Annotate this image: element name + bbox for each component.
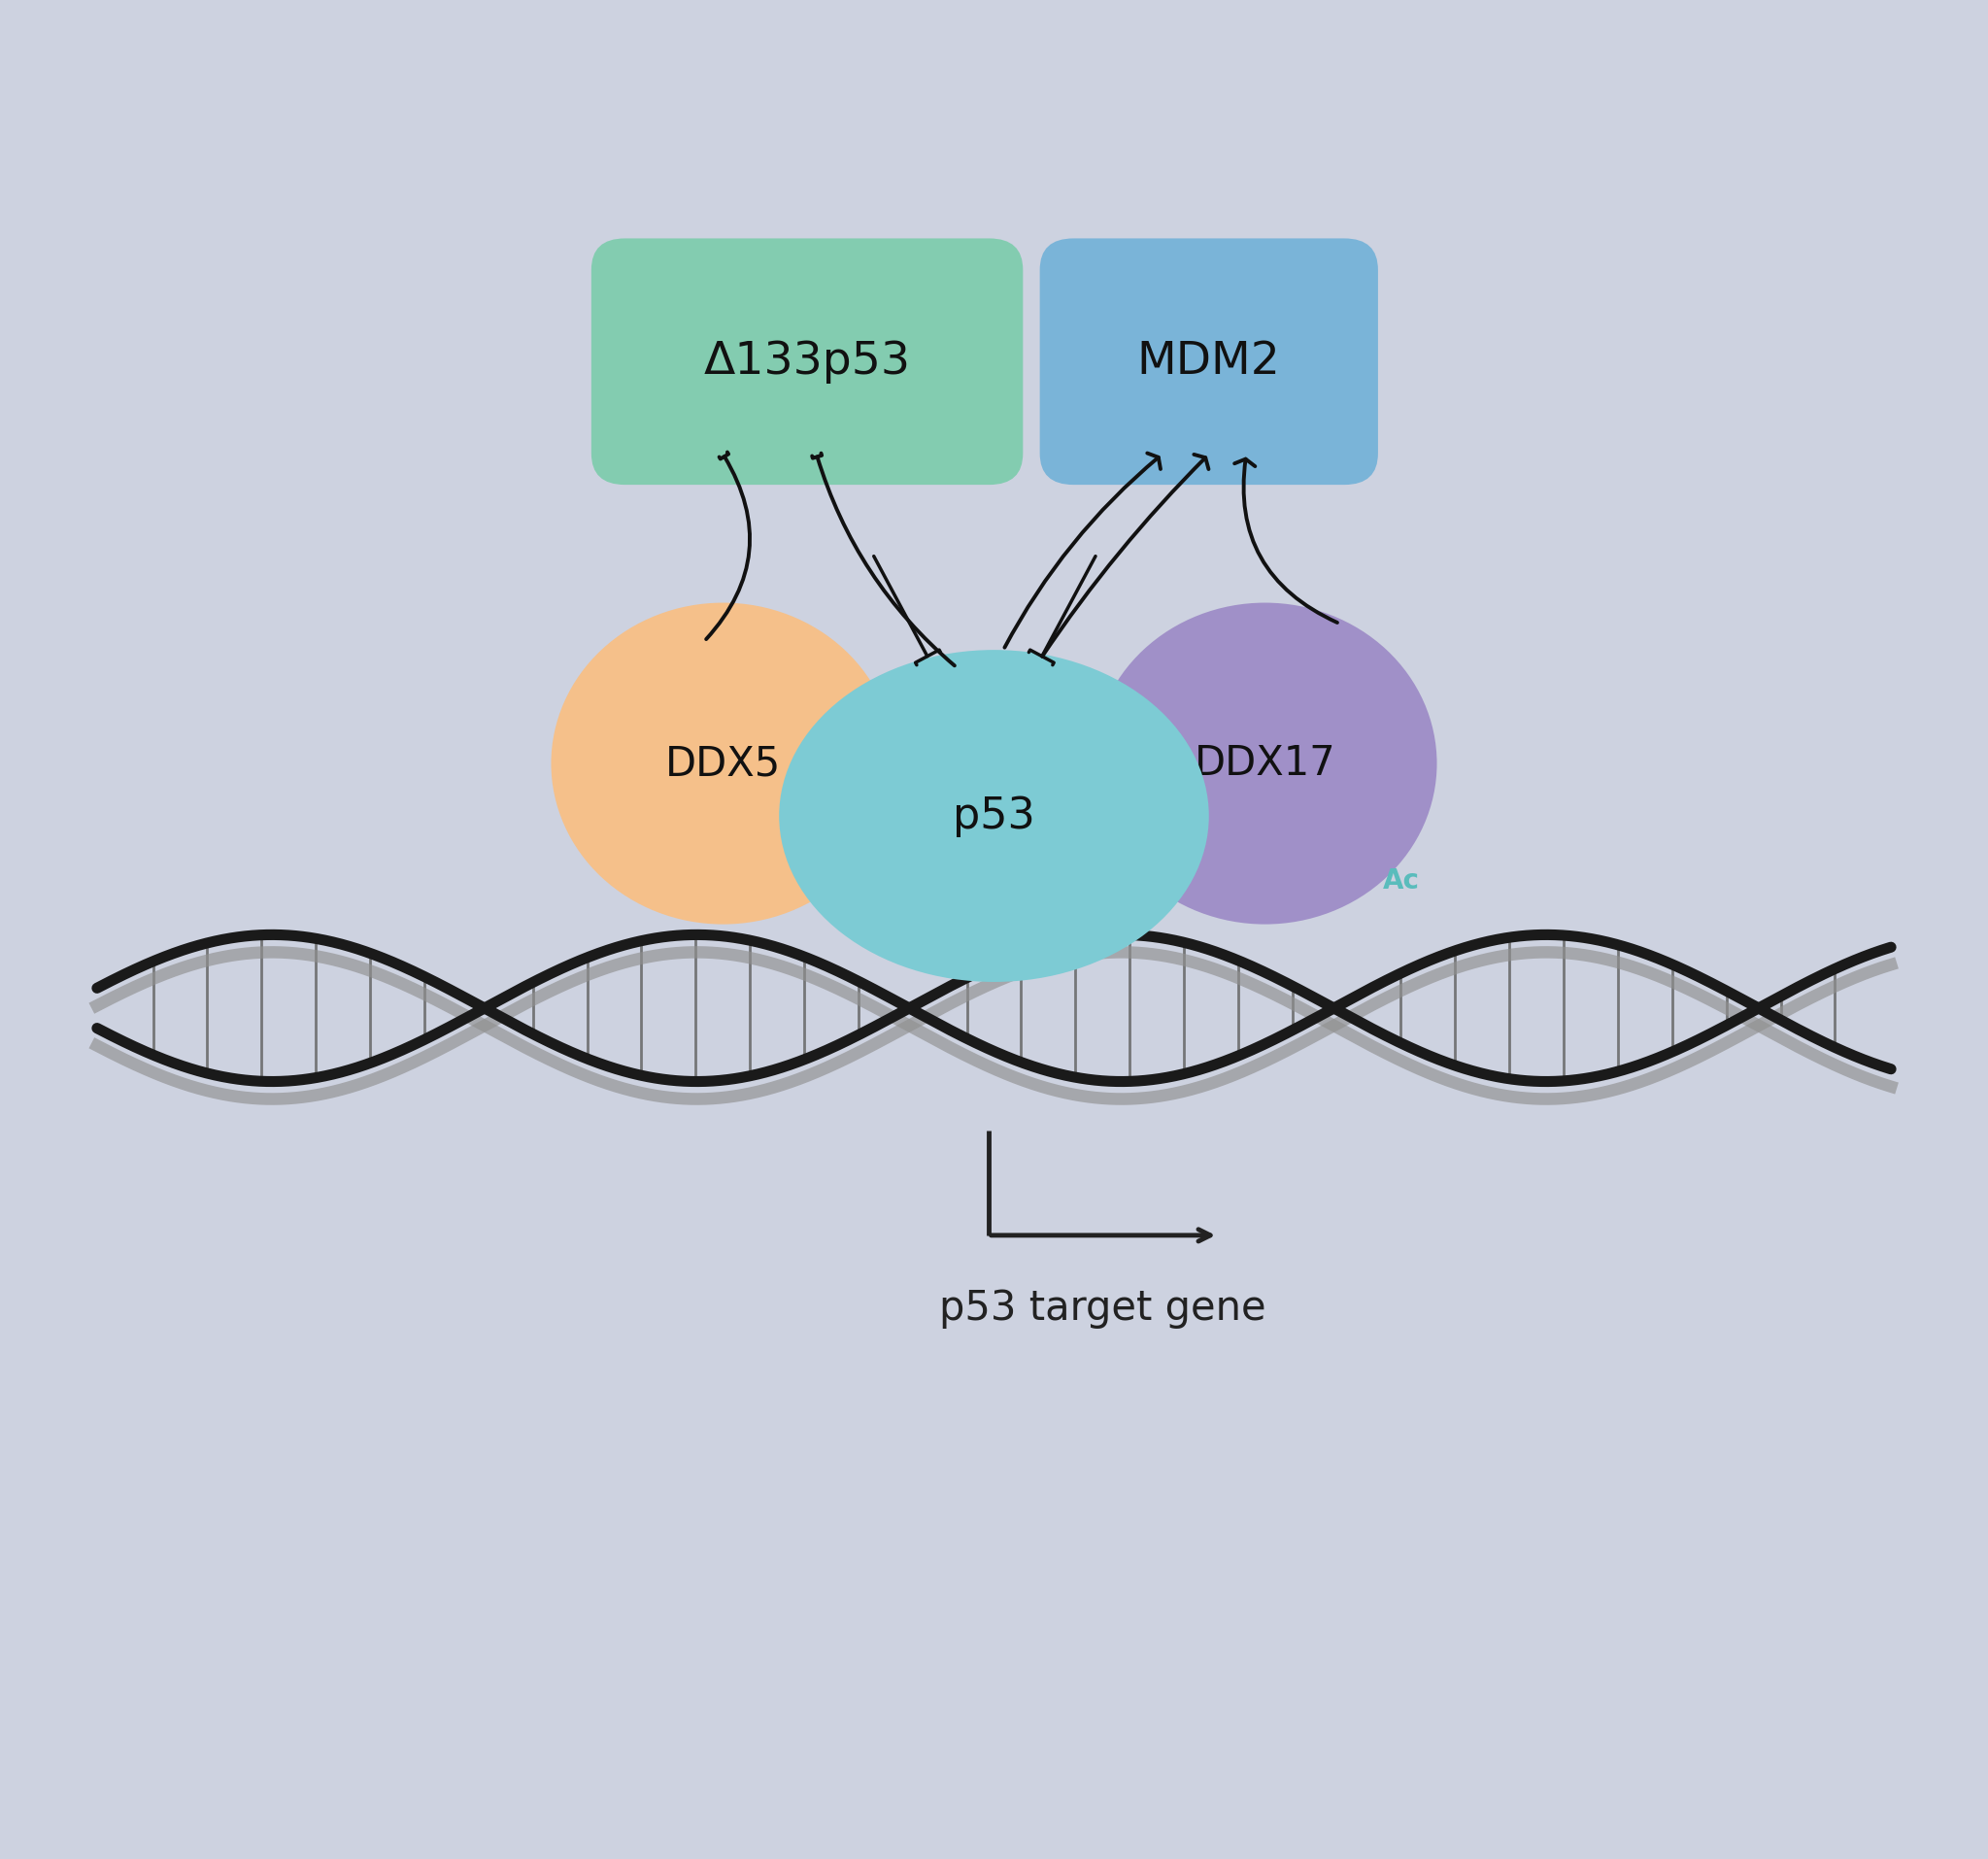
Ellipse shape xyxy=(779,651,1209,982)
Text: Δ133p53: Δ133p53 xyxy=(704,340,911,383)
FancyBboxPatch shape xyxy=(590,238,1024,485)
Text: DDX5: DDX5 xyxy=(666,744,781,784)
Text: p53 target gene: p53 target gene xyxy=(938,1288,1266,1329)
Text: p53: p53 xyxy=(952,796,1036,837)
FancyArrowPatch shape xyxy=(811,454,954,666)
Ellipse shape xyxy=(1093,602,1437,924)
Text: Ac: Ac xyxy=(1384,866,1419,894)
FancyArrowPatch shape xyxy=(1235,459,1338,623)
FancyArrowPatch shape xyxy=(1004,454,1161,647)
FancyBboxPatch shape xyxy=(1040,238,1378,485)
Text: DDX17: DDX17 xyxy=(1195,744,1336,784)
Text: MDM2: MDM2 xyxy=(1137,340,1280,383)
FancyArrowPatch shape xyxy=(706,452,749,639)
FancyArrowPatch shape xyxy=(1042,454,1209,656)
Ellipse shape xyxy=(551,602,895,924)
